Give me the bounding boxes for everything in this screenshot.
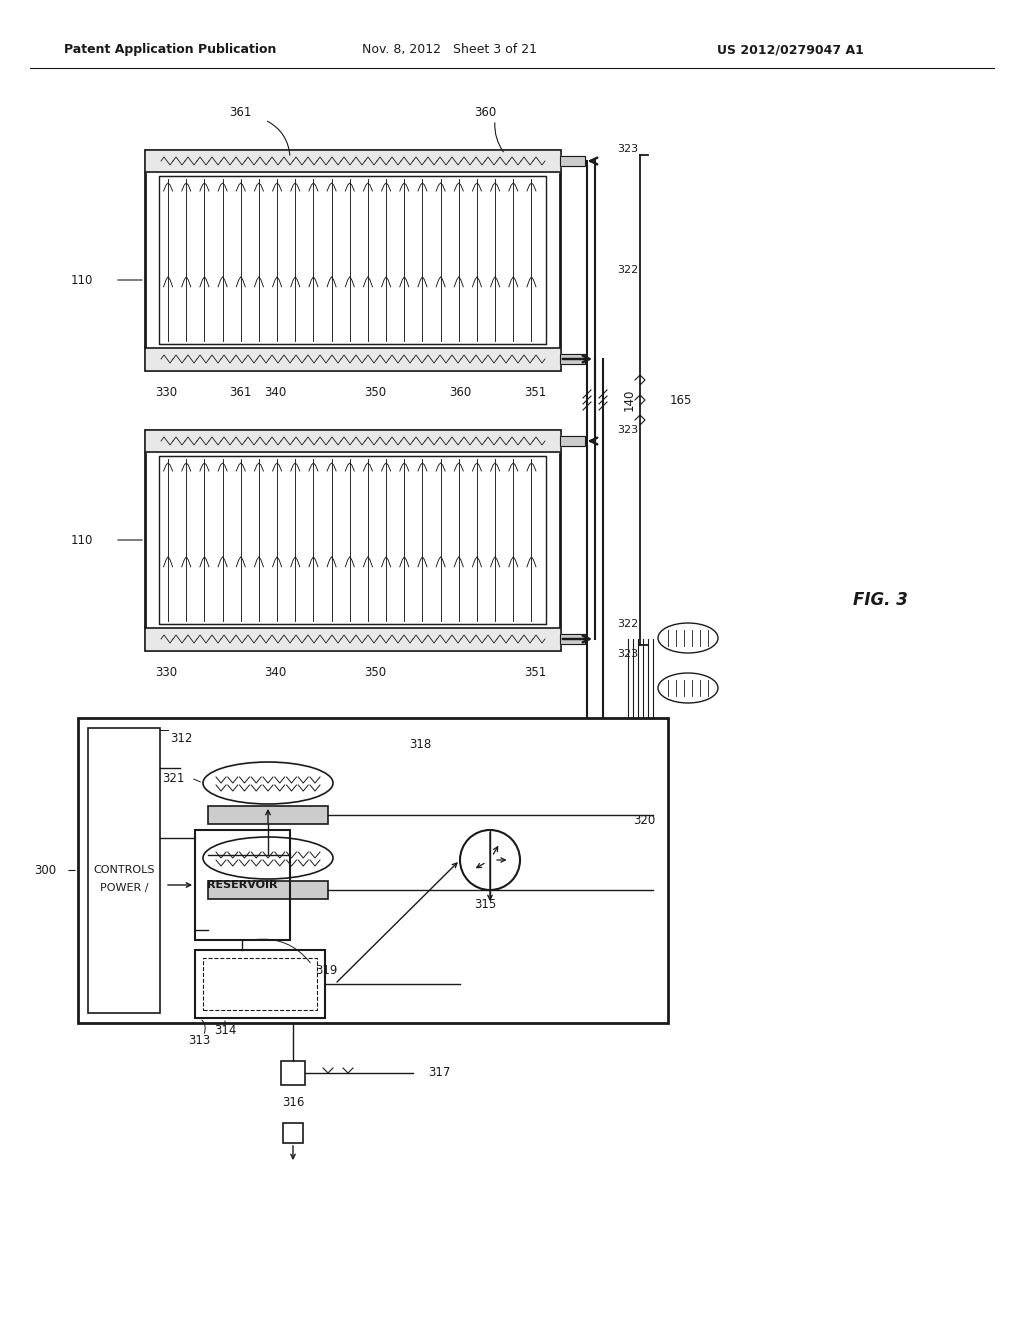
Text: CONTROLS: CONTROLS (93, 865, 155, 875)
Text: 340: 340 (264, 385, 286, 399)
Text: 110: 110 (71, 273, 93, 286)
Text: POWER /: POWER / (99, 883, 148, 894)
Text: 165: 165 (670, 393, 692, 407)
Text: 351: 351 (524, 665, 546, 678)
Bar (560, 156, 585, 166)
Text: 300: 300 (34, 865, 56, 876)
Text: 361: 361 (228, 385, 251, 399)
Text: 322: 322 (617, 265, 638, 275)
Text: US 2012/0279047 A1: US 2012/0279047 A1 (717, 44, 863, 57)
Text: 360: 360 (474, 106, 496, 119)
Text: 340: 340 (264, 665, 286, 678)
Text: 350: 350 (364, 665, 386, 678)
Text: Patent Application Publication: Patent Application Publication (63, 44, 276, 57)
Text: 361: 361 (228, 106, 251, 119)
Bar (281, 1061, 305, 1085)
Text: 320: 320 (633, 814, 655, 828)
Text: 323: 323 (617, 144, 638, 154)
Bar (208, 880, 328, 899)
Text: 313: 313 (187, 1034, 210, 1047)
Bar (145, 430, 560, 649)
Bar (78, 718, 668, 1023)
Text: 319: 319 (315, 964, 337, 977)
Text: 317: 317 (428, 1067, 451, 1080)
Text: 110: 110 (71, 533, 93, 546)
Bar (560, 436, 585, 446)
Text: Nov. 8, 2012   Sheet 3 of 21: Nov. 8, 2012 Sheet 3 of 21 (362, 44, 538, 57)
Bar (145, 150, 560, 370)
Bar (159, 455, 546, 624)
Bar (203, 958, 317, 1010)
Text: 350: 350 (364, 385, 386, 399)
Text: 316: 316 (282, 1097, 304, 1110)
Text: 314: 314 (214, 1023, 237, 1036)
Text: 330: 330 (155, 385, 177, 399)
Bar (195, 950, 325, 1018)
Text: 323: 323 (617, 425, 638, 436)
Text: 330: 330 (155, 665, 177, 678)
Bar (88, 729, 160, 1012)
Text: 322: 322 (617, 619, 638, 630)
Text: 360: 360 (449, 385, 471, 399)
Text: 318: 318 (409, 738, 431, 751)
Bar (283, 1123, 303, 1143)
Text: 323: 323 (617, 649, 638, 659)
Bar (560, 634, 585, 644)
Bar (159, 176, 546, 345)
Text: 315: 315 (474, 899, 496, 912)
Text: 351: 351 (524, 385, 546, 399)
Text: FIG. 3: FIG. 3 (853, 591, 907, 609)
Bar (560, 354, 585, 364)
Bar (195, 830, 290, 940)
Text: 312: 312 (170, 731, 193, 744)
Text: 140: 140 (623, 389, 636, 412)
Text: 321: 321 (163, 771, 185, 784)
Bar (208, 807, 328, 824)
Text: RESERVOIR: RESERVOIR (207, 880, 278, 890)
